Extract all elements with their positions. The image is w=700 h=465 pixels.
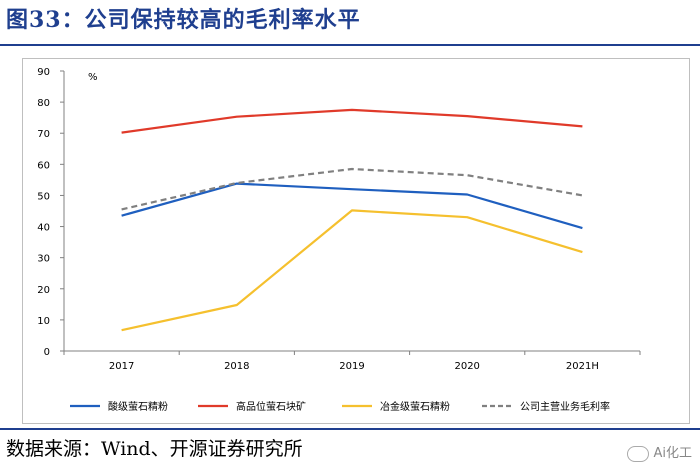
legend-label-1: 酸级萤石精粉 (108, 400, 168, 413)
source-note: 数据来源：Wind、开源证券研究所 (6, 438, 303, 460)
legend-label-4: 公司主营业务毛利率 (520, 400, 610, 413)
y-tick-label: 70 (37, 129, 50, 140)
title-divider (0, 44, 700, 46)
y-tick-label: 80 (37, 98, 50, 109)
y-tick-label: 50 (37, 191, 50, 202)
page-title: 图33：公司保持较高的毛利率水平 (6, 7, 361, 33)
y-tick-label: 30 (37, 254, 50, 265)
x-tick-label: 2020 (454, 361, 479, 372)
x-tick-label: 2017 (109, 361, 134, 372)
x-tick-label: 2018 (224, 361, 249, 372)
y-tick-label: 10 (37, 316, 50, 327)
y-tick-label: 60 (37, 160, 50, 171)
wechat-icon (627, 445, 650, 462)
series-line-1 (121, 182, 583, 230)
watermark-text: Ai化工 (653, 446, 692, 461)
y-tick-label: 20 (37, 285, 50, 296)
chart-frame (22, 58, 690, 424)
series-line-3 (121, 209, 583, 332)
y-tick-label: 0 (44, 347, 50, 358)
legend-label-2: 高品位萤石块矿 (236, 400, 306, 413)
footer-divider (0, 428, 700, 430)
series-line-2 (121, 108, 583, 134)
x-tick-label: 2019 (339, 361, 364, 372)
y-axis-label: % (88, 72, 98, 83)
y-tick-label: 90 (37, 67, 50, 78)
line-chart: 0 10 20 30 40 50 60 70 80 90 % 2017 2018 2019 2020 2021… (37, 67, 641, 413)
x-tick-label: 2021H (566, 361, 599, 372)
legend-label-3: 冶金级萤石精粉 (380, 400, 450, 413)
watermark: Ai化工 (627, 442, 692, 462)
series-line-4 (121, 167, 583, 211)
y-tick-label: 40 (37, 223, 50, 234)
